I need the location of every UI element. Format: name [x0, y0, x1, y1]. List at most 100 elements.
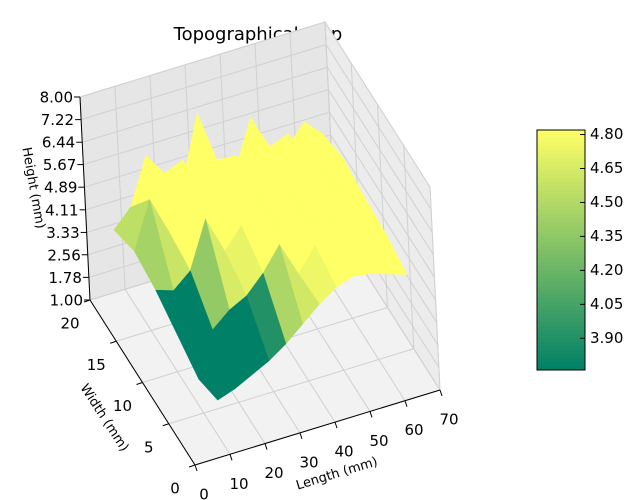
axis-label: Width (mm): [77, 381, 132, 454]
grid-line: [327, 89, 434, 255]
y-tick-label: 20: [60, 315, 79, 333]
colorbar-swatch: [537, 345, 585, 351]
z-tick-label: 6.44: [42, 134, 75, 152]
grid-line: [80, 44, 327, 121]
grid-line: [82, 66, 328, 143]
colorbar-swatch: [537, 201, 585, 207]
colorbar-swatch: [537, 289, 585, 295]
colorbar-swatch: [537, 269, 585, 275]
x-tick-label: 40: [334, 443, 353, 461]
colorbar-swatch: [537, 245, 585, 251]
colorbar-swatch: [537, 253, 585, 259]
grid-line: [403, 145, 415, 349]
colorbar-tick-label: 4.80: [590, 125, 623, 143]
colorbar-swatch: [537, 165, 585, 171]
x-tick-label: 60: [404, 421, 423, 439]
colorbar-swatch: [537, 333, 585, 339]
colorbar-swatch: [537, 149, 585, 155]
y-tick-label: 15: [87, 356, 106, 374]
z-tick-label: 2.56: [47, 246, 80, 264]
tick-mark: [404, 400, 408, 407]
colorbar-swatch: [537, 181, 585, 187]
x-tick-label: 0: [199, 486, 209, 500]
colorbar-swatch: [537, 353, 585, 359]
colorbar-swatch: [537, 261, 585, 267]
z-tick-label: 5.67: [43, 156, 76, 174]
axis-line: [194, 389, 441, 466]
z-tick-label: 4.89: [44, 179, 77, 197]
grid-line: [168, 348, 414, 425]
colorbar-swatch: [537, 145, 585, 151]
y-tick-label: 5: [144, 438, 154, 456]
tick-mark: [369, 411, 373, 418]
grid-line: [326, 66, 433, 233]
z-tick-label: 3.33: [46, 224, 79, 242]
colorbar-swatch: [537, 321, 585, 327]
tick-mark: [110, 340, 117, 344]
z-tick-label: 4.11: [45, 201, 78, 219]
colorbar-swatch: [537, 329, 585, 335]
colorbar-swatch: [537, 265, 585, 271]
grid-line: [114, 86, 126, 290]
y-tick-label: 10: [113, 397, 132, 415]
colorbar-swatch: [537, 285, 585, 291]
colorbar-swatch: [537, 141, 585, 147]
colorbar-swatch: [537, 177, 585, 183]
colorbar-swatch: [537, 313, 585, 319]
tick-mark: [194, 464, 198, 472]
colorbar-swatch: [537, 189, 585, 195]
colorbar-tick-label: 4.65: [590, 159, 623, 177]
colorbar-swatch: [537, 341, 585, 347]
tick-mark: [229, 454, 233, 461]
colorbar-tick-label: 4.05: [590, 295, 623, 313]
colorbar-swatch: [537, 317, 585, 323]
grid-line: [79, 21, 326, 98]
colorbar-swatch: [537, 297, 585, 303]
x-tick-label: 70: [439, 411, 458, 429]
colorbar-swatch: [537, 169, 585, 175]
colorbar-swatch: [537, 241, 585, 247]
colorbar-tick-label: 3.90: [590, 329, 623, 347]
grid-line: [330, 134, 436, 301]
tick-mark: [162, 423, 169, 427]
colorbar-swatch: [537, 217, 585, 223]
z-tick-label: 1.78: [48, 269, 81, 287]
x-tick-label: 30: [299, 453, 318, 471]
colorbar-swatch: [537, 137, 585, 143]
colorbar-swatch: [537, 133, 585, 139]
z-tick-label: 8.00: [40, 89, 73, 107]
colorbar-swatch: [537, 161, 585, 167]
tick-mark: [136, 382, 143, 385]
colorbar-swatch: [537, 249, 585, 255]
colorbar-swatch: [537, 361, 585, 367]
colorbar-swatch: [537, 185, 585, 191]
colorbar-swatch: [537, 337, 585, 343]
colorbar-swatch: [537, 365, 585, 371]
colorbar-swatch: [537, 357, 585, 363]
colorbar-swatch: [537, 281, 585, 287]
colorbar-swatch: [537, 173, 585, 179]
grid-line: [324, 21, 431, 188]
colorbar-swatch: [537, 129, 585, 135]
tick-mark: [188, 464, 196, 468]
colorbar-swatch: [537, 277, 585, 283]
colorbar-swatch: [537, 193, 585, 199]
tick-mark: [299, 432, 303, 440]
colorbar-swatch: [537, 237, 585, 243]
colorbar-swatch: [537, 293, 585, 299]
x-tick-label: 20: [264, 464, 283, 482]
colorbar-swatch: [537, 157, 585, 163]
z-tick-label: 7.22: [41, 111, 74, 129]
surface-patch: [176, 334, 218, 401]
colorbar-swatch: [537, 205, 585, 211]
colorbar-swatch: [537, 213, 585, 219]
colorbar-swatch: [537, 233, 585, 239]
axis-line: [79, 96, 91, 301]
colorbar-swatch: [537, 225, 585, 231]
grid-line: [83, 89, 329, 166]
z-tick-label: 1.00: [50, 292, 83, 310]
colorbar-swatch: [537, 309, 585, 315]
colorbar-swatch: [537, 229, 585, 235]
colorbar-swatch: [537, 153, 585, 159]
